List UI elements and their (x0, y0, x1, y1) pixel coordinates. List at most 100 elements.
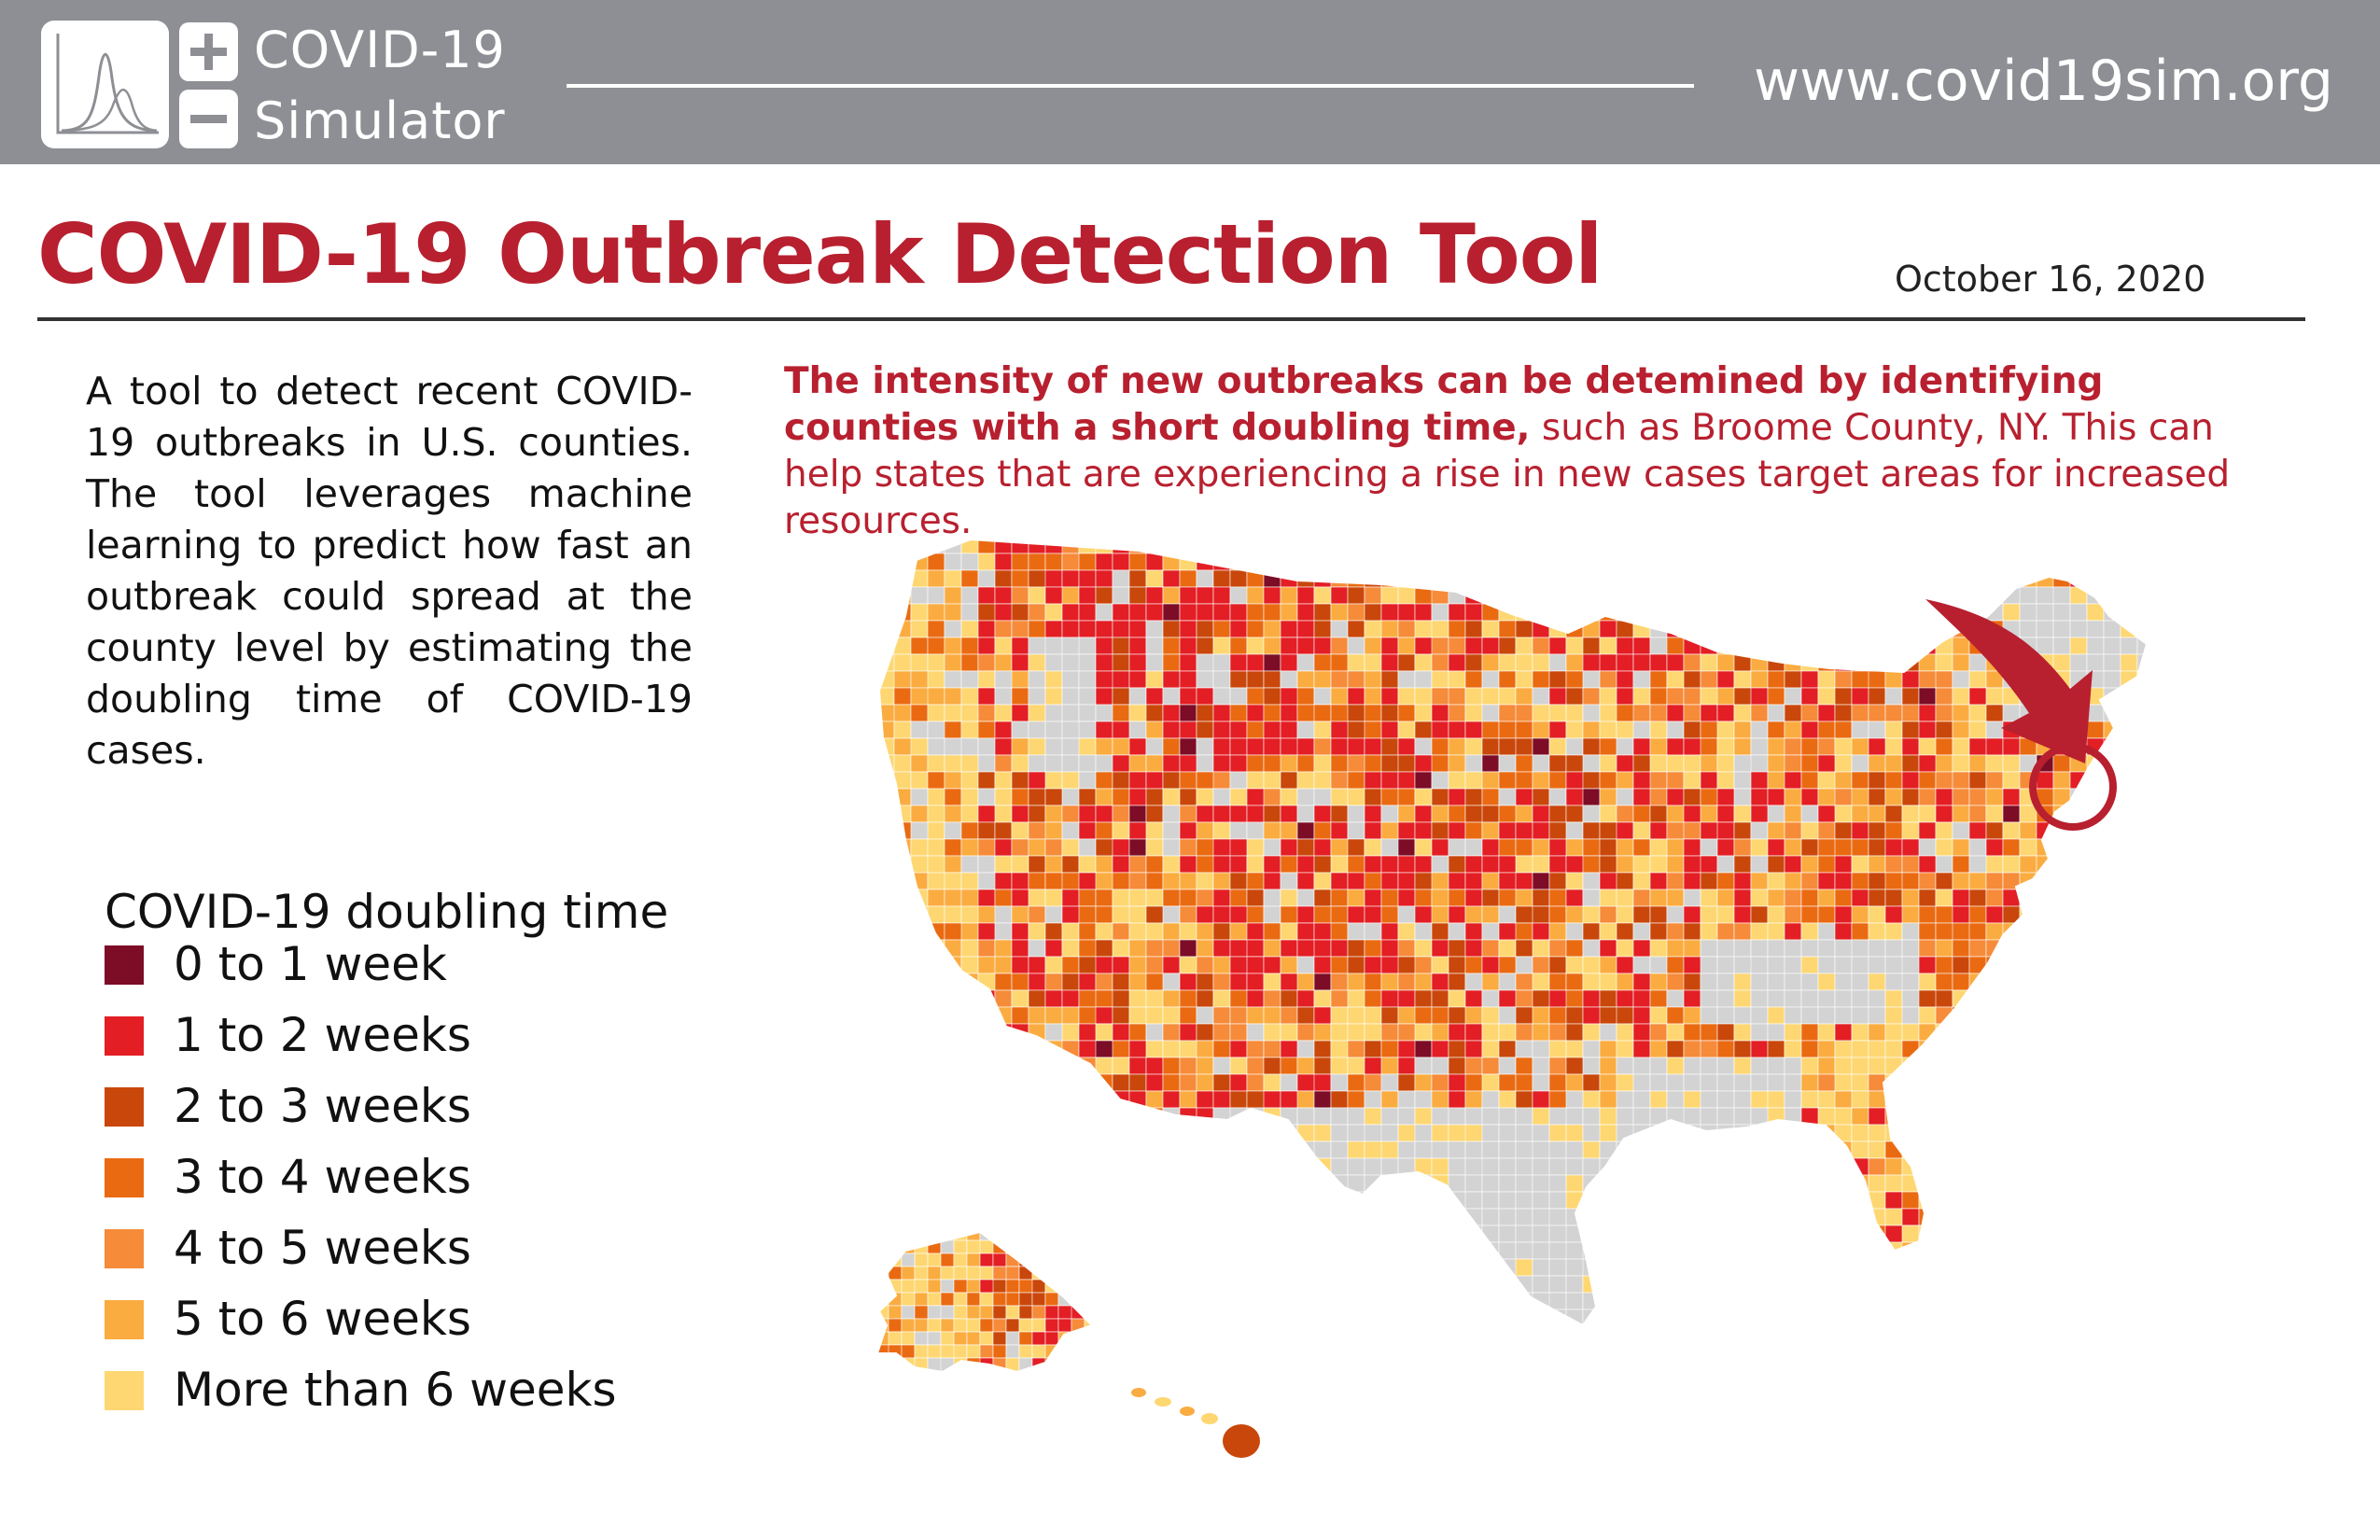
county-cell (1616, 905, 1634, 924)
county-cell (1532, 1157, 1550, 1176)
county-cell (1817, 905, 1836, 924)
county-cell (994, 1107, 1013, 1126)
county-cell (1498, 620, 1517, 638)
county-cell (992, 1292, 1007, 1307)
county-cell (1700, 1090, 1718, 1109)
county-cell (1057, 1370, 1072, 1372)
county-cell (1968, 889, 1987, 907)
county-cell (1716, 1225, 1752, 1243)
county-cell (1380, 805, 1399, 823)
county-cell (1057, 1344, 1072, 1359)
county-cell (1918, 771, 1937, 790)
county-cell (2136, 1157, 2147, 1176)
county-cell (1716, 973, 1735, 991)
county-cell (2036, 1309, 2071, 1325)
county-cell (1716, 1208, 1735, 1226)
county-cell (1464, 838, 1483, 857)
county-cell (960, 1157, 979, 1176)
county-cell (953, 1370, 968, 1372)
county-cell (1414, 1090, 1433, 1109)
county-cell (1196, 939, 1214, 958)
county-cell (1616, 989, 1634, 1008)
county-cell (1716, 620, 1735, 638)
county-cell (1649, 1275, 1668, 1294)
county-cell (1716, 821, 1735, 840)
county-cell (1246, 721, 1265, 739)
county-cell (2036, 1225, 2071, 1243)
county-cell (2136, 1040, 2147, 1058)
county-cell (1380, 1174, 1399, 1193)
county-cell (1112, 1006, 1130, 1025)
county-cell (1784, 973, 1802, 991)
county-cell (1800, 670, 1819, 689)
county-cell (1061, 1208, 1097, 1226)
county-cell (1851, 1191, 1869, 1210)
county-cell (1095, 553, 1113, 571)
site-url-link[interactable]: www.covid19sim.org (1754, 49, 2333, 114)
county-cell (1800, 1006, 1819, 1025)
county-cell (1380, 1241, 1399, 1260)
county-cell (994, 620, 1013, 638)
county-cell (1481, 553, 1500, 571)
county-cell (1767, 603, 1785, 622)
county-cell (1632, 956, 1651, 974)
county-cell (1229, 737, 1248, 756)
county-cell (1364, 1258, 1382, 1277)
county-cell (1078, 670, 1097, 689)
county-cell (893, 989, 912, 1008)
county-cell (910, 1073, 929, 1092)
county-cell (1935, 1309, 1953, 1325)
county-cell (1851, 737, 1869, 756)
county-cell (1616, 539, 1634, 554)
county-cell (1347, 1309, 1365, 1325)
county-cell (1313, 1073, 1332, 1092)
county-cell (1750, 922, 1769, 941)
county-cell (1246, 1006, 1265, 1025)
county-cell (1498, 838, 1517, 857)
county-cell (1044, 1107, 1063, 1126)
county-cell (1229, 1275, 1248, 1294)
county-cell (977, 539, 996, 554)
county-cell (1901, 1124, 1920, 1142)
county-cell (1112, 1174, 1147, 1193)
county-cell (1632, 1157, 1651, 1176)
county-cell (879, 771, 895, 790)
county-cell (1968, 805, 1987, 823)
county-cell (2120, 956, 2138, 974)
county-cell (1868, 603, 1886, 622)
county-cell (1834, 855, 1853, 874)
county-cell (2154, 1041, 2171, 1057)
county-cell (2036, 905, 2071, 924)
county-cell (2154, 1175, 2171, 1192)
county-cell (1884, 771, 1903, 790)
county-cell (1548, 1006, 1567, 1025)
county-cell (1229, 1208, 1265, 1226)
county-cell (1649, 872, 1668, 890)
county-cell (2052, 1006, 2071, 1025)
county-cell (1229, 1174, 1248, 1193)
county-cell (1936, 1326, 1953, 1343)
county-cell (1481, 838, 1500, 857)
county-cell (1884, 1275, 1920, 1294)
county-cell (1616, 603, 1634, 622)
county-cell (1044, 1370, 1059, 1372)
county-cell (977, 620, 996, 638)
county-cell (1061, 922, 1080, 941)
county-cell (1246, 771, 1265, 790)
county-cell (1498, 1275, 1517, 1294)
county-cell (1011, 1208, 1029, 1226)
county-cell (927, 1124, 945, 1142)
county-cell (1834, 670, 1853, 689)
county-cell (1246, 821, 1265, 840)
county-cell (1767, 855, 1785, 874)
county-cell (1784, 1141, 1802, 1159)
county-cell (927, 771, 945, 790)
county-cell (1666, 754, 1685, 773)
county-cell (1028, 1124, 1046, 1142)
county-cell (1516, 1326, 1549, 1343)
county-cell (2103, 821, 2121, 840)
county-cell (1666, 569, 1685, 588)
county-cell (2019, 1073, 2037, 1092)
county-cell (1986, 1326, 2003, 1343)
county-cell (2069, 855, 2088, 874)
